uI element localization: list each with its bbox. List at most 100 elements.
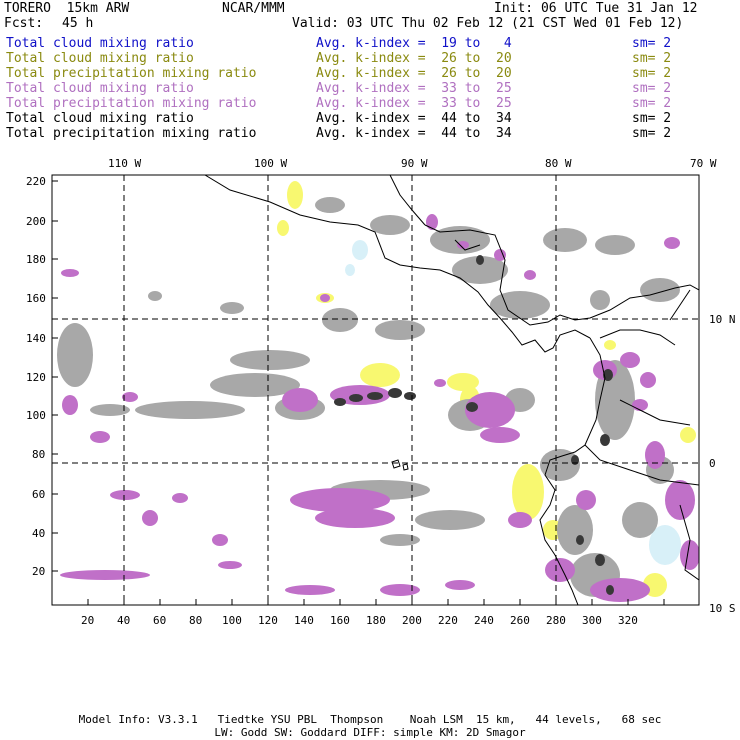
cloud-patch: [595, 554, 605, 566]
cloud-patch: [540, 449, 580, 481]
cloud-patch: [277, 220, 289, 236]
lon-label: 100 W: [254, 157, 288, 170]
cloud-patch: [466, 402, 478, 412]
model-info-line: Model Info: V3.3.1 Tiedtke YSU PBL Thomp…: [78, 713, 662, 726]
cloud-patch: [604, 340, 616, 350]
legend-sm: sm= 2: [632, 51, 672, 66]
cloud-patch: [57, 323, 93, 387]
cloud-patch: [380, 534, 420, 546]
cloud-patch: [622, 502, 658, 538]
light-blue-patches: [345, 240, 681, 565]
cloud-patch: [370, 215, 410, 235]
legend-stat: Avg. k-index = 33 to 25: [316, 96, 512, 111]
cloud-patch: [508, 512, 532, 528]
cloud-patch: [172, 493, 188, 503]
legend-stat: Avg. k-index = 19 to 4: [316, 36, 512, 51]
y-tick-label: 80: [32, 448, 46, 461]
x-tick-label: 320: [618, 614, 638, 627]
country-border: [599, 329, 676, 346]
y-tick-label: 200: [26, 215, 46, 228]
forecast-hour: 45 h: [62, 16, 94, 31]
cloud-patch: [557, 505, 593, 555]
legend-stat: Avg. k-index = 33 to 25: [316, 81, 512, 96]
cloud-patch: [345, 264, 355, 276]
cloud-patch: [110, 490, 140, 500]
cloud-patch: [476, 255, 484, 265]
country-border: [679, 504, 699, 581]
cloud-patch: [380, 584, 420, 596]
legend-field: Total cloud mixing ratio: [6, 36, 194, 51]
cloud-patch: [220, 302, 244, 314]
country-border: [619, 399, 691, 426]
legend-sm: sm= 2: [632, 81, 672, 96]
cloud-patch: [606, 585, 614, 595]
cloud-patch: [595, 235, 635, 255]
x-tick-label: 180: [366, 614, 386, 627]
cloud-patch: [480, 427, 520, 443]
cloud-patch: [426, 214, 438, 230]
cloud-patch: [645, 441, 665, 469]
lon-label: 110 W: [108, 157, 142, 170]
init-time: Init: 06 UTC Tue 31 Jan 12: [494, 1, 698, 16]
lat-label: 10 N: [709, 313, 736, 326]
central-america-coast-pacific: [204, 175, 591, 353]
cloud-patch: [434, 379, 446, 387]
south-america-coast: [539, 337, 606, 605]
y-tick-label: 180: [26, 253, 46, 266]
cloud-patch: [90, 431, 110, 443]
legend-field: Total precipitation mixing ratio: [6, 126, 257, 141]
legend-stat: Avg. k-index = 26 to 20: [316, 66, 512, 81]
legend-sm: sm= 2: [632, 66, 672, 81]
cloud-patch: [349, 394, 363, 402]
y-tick-label: 140: [26, 332, 46, 345]
y-tick-label: 120: [26, 371, 46, 384]
cloud-patch: [640, 372, 656, 388]
lon-label: 70 W: [690, 157, 717, 170]
cloud-patch: [543, 228, 587, 252]
x-tick-label: 100: [222, 614, 242, 627]
model-name: TORERO 15km ARW: [4, 1, 130, 16]
yucatan-coast: [389, 175, 426, 226]
cloud-patch: [334, 398, 346, 406]
cloud-patch: [524, 270, 536, 280]
legend-field: Total precipitation mixing ratio: [6, 66, 257, 81]
cloud-patch: [664, 237, 680, 249]
legend-stat: Avg. k-index = 44 to 34: [316, 126, 512, 141]
y-tick-label: 40: [32, 527, 46, 540]
cloud-patch: [122, 392, 138, 402]
organization: NCAR/MMM: [222, 1, 285, 16]
lat-label: 10 S: [709, 602, 736, 615]
physics-info-line: LW: Godd SW: Goddard DIFF: simple KM: 2D…: [214, 726, 526, 739]
x-tick-label: 80: [189, 614, 203, 627]
cloud-patch: [315, 197, 345, 213]
cloud-patch: [230, 350, 310, 370]
x-tick-label: 240: [474, 614, 494, 627]
cloud-patch: [375, 320, 425, 340]
x-tick-label: 40: [117, 614, 131, 627]
cloud-patch: [452, 256, 508, 284]
cloud-patch: [61, 269, 79, 277]
lon-label: 80 W: [545, 157, 572, 170]
cloud-patch: [148, 291, 162, 301]
cloud-field: [57, 181, 699, 602]
cloud-patch: [465, 392, 515, 428]
cloud-patch: [212, 534, 228, 546]
yellow-cloud-patches: [277, 181, 696, 597]
y-tick-label: 160: [26, 292, 46, 305]
cloud-patch: [210, 373, 300, 397]
cloud-patch: [367, 392, 383, 400]
legend-field: Total cloud mixing ratio: [6, 111, 194, 126]
cloud-patch: [649, 525, 681, 565]
cloud-patch: [512, 464, 544, 520]
cloud-patch: [576, 490, 596, 510]
cloud-patch: [60, 570, 150, 580]
graticule: [52, 175, 699, 605]
x-tick-label: 300: [582, 614, 602, 627]
cloud-patch: [665, 480, 695, 520]
cloud-patch: [445, 580, 475, 590]
cloud-patch: [287, 181, 303, 209]
y-tick-label: 20: [32, 565, 46, 578]
cloud-patch: [90, 404, 130, 416]
x-tick-label: 60: [153, 614, 167, 627]
